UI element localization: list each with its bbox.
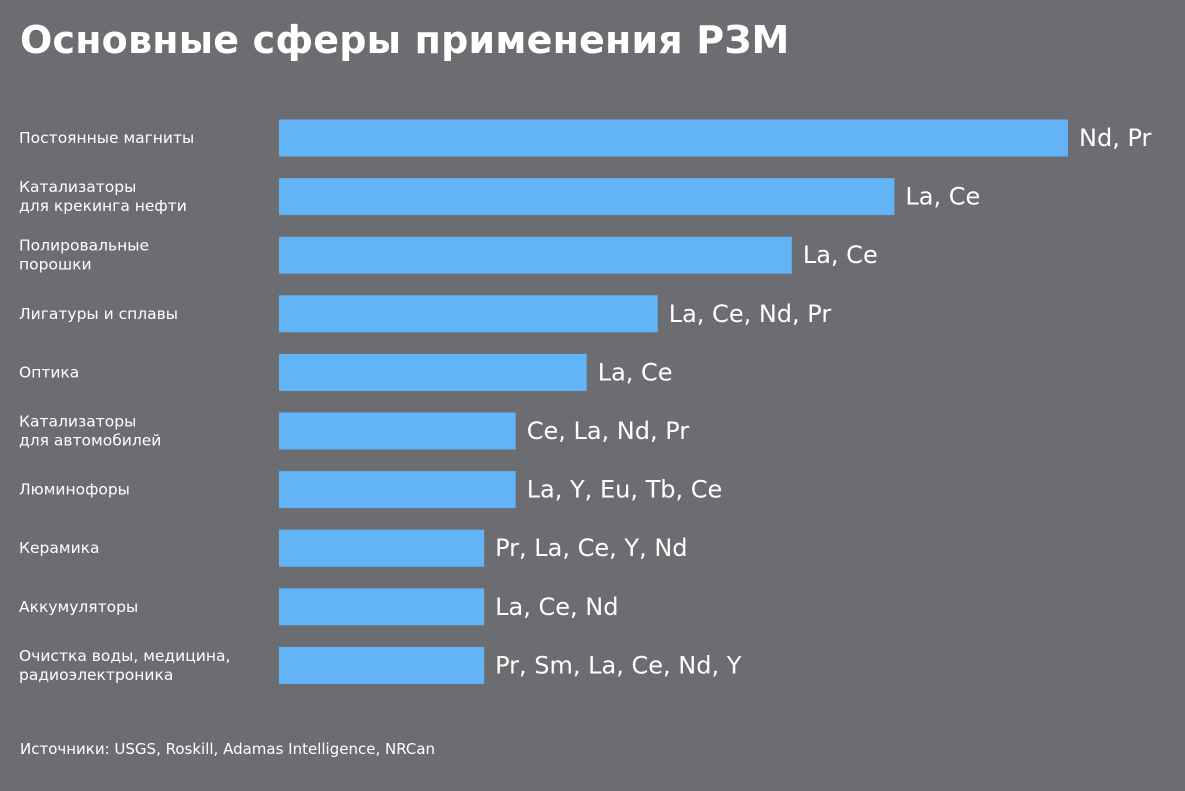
category-label: Люминофоры — [19, 481, 130, 499]
bar-label: Nd, Pr — [1079, 124, 1151, 152]
category-label-line: порошки — [19, 256, 92, 274]
chart-title: Основные сферы применения РЗМ — [20, 18, 790, 62]
category-label: Катализаторы для автомобилей — [19, 413, 161, 450]
category-label: Оптика — [19, 363, 79, 381]
bar — [279, 412, 516, 450]
category-label-line: Полировальные — [19, 237, 149, 255]
category-label-line: Оптика — [19, 363, 79, 381]
bar-label: Pr, La, Ce, Y, Nd — [495, 534, 687, 562]
category-label: Постоянные магниты — [19, 129, 194, 147]
bar — [279, 471, 516, 509]
bar — [279, 353, 587, 391]
bar — [279, 588, 485, 626]
bar — [279, 119, 1068, 157]
bar — [279, 529, 485, 567]
category-label-line: Очистка воды, медицина, — [19, 647, 230, 665]
category-label: Лигатуры и сплавы — [19, 305, 178, 323]
bar-label: Pr, Sm, La, Ce, Nd, Y — [495, 651, 742, 679]
category-label-line: Люминофоры — [19, 481, 130, 499]
category-label-line: Катализаторы — [19, 413, 136, 431]
bar — [279, 646, 485, 684]
bar-label: La, Ce — [803, 241, 878, 269]
category-label: Керамика — [19, 539, 100, 557]
bar-label: La, Y, Eu, Tb, Ce — [527, 476, 723, 504]
bar-label: La, Ce — [598, 358, 673, 386]
category-label-line: Аккумуляторы — [19, 598, 138, 616]
category-label-line: Катализаторы — [19, 178, 136, 196]
category-label-line: Керамика — [19, 539, 100, 557]
category-label-line: для крекинга нефти — [19, 197, 187, 215]
category-label-line: для автомобилей — [19, 432, 161, 450]
bar-label: La, Ce, Nd, Pr — [669, 300, 832, 328]
bar — [279, 236, 792, 274]
category-label-line: радиоэлектроника — [19, 666, 173, 684]
category-label: Катализаторы для крекинга нефти — [19, 178, 187, 215]
category-label-line: Постоянные магниты — [19, 129, 194, 147]
category-label: Полировальные порошки — [19, 237, 149, 274]
bar — [279, 178, 895, 216]
category-label-line: Лигатуры и сплавы — [19, 305, 178, 323]
category-label: Очистка воды, медицина, радиоэлектроника — [19, 647, 230, 684]
source-note: Источники: USGS, Roskill, Adamas Intelli… — [20, 740, 436, 758]
bar-label: Ce, La, Nd, Pr — [527, 417, 690, 445]
bar-label: La, Ce — [905, 183, 980, 211]
bar — [279, 295, 658, 333]
bar-label: La, Ce, Nd — [495, 593, 618, 621]
category-label: Аккумуляторы — [19, 598, 138, 616]
